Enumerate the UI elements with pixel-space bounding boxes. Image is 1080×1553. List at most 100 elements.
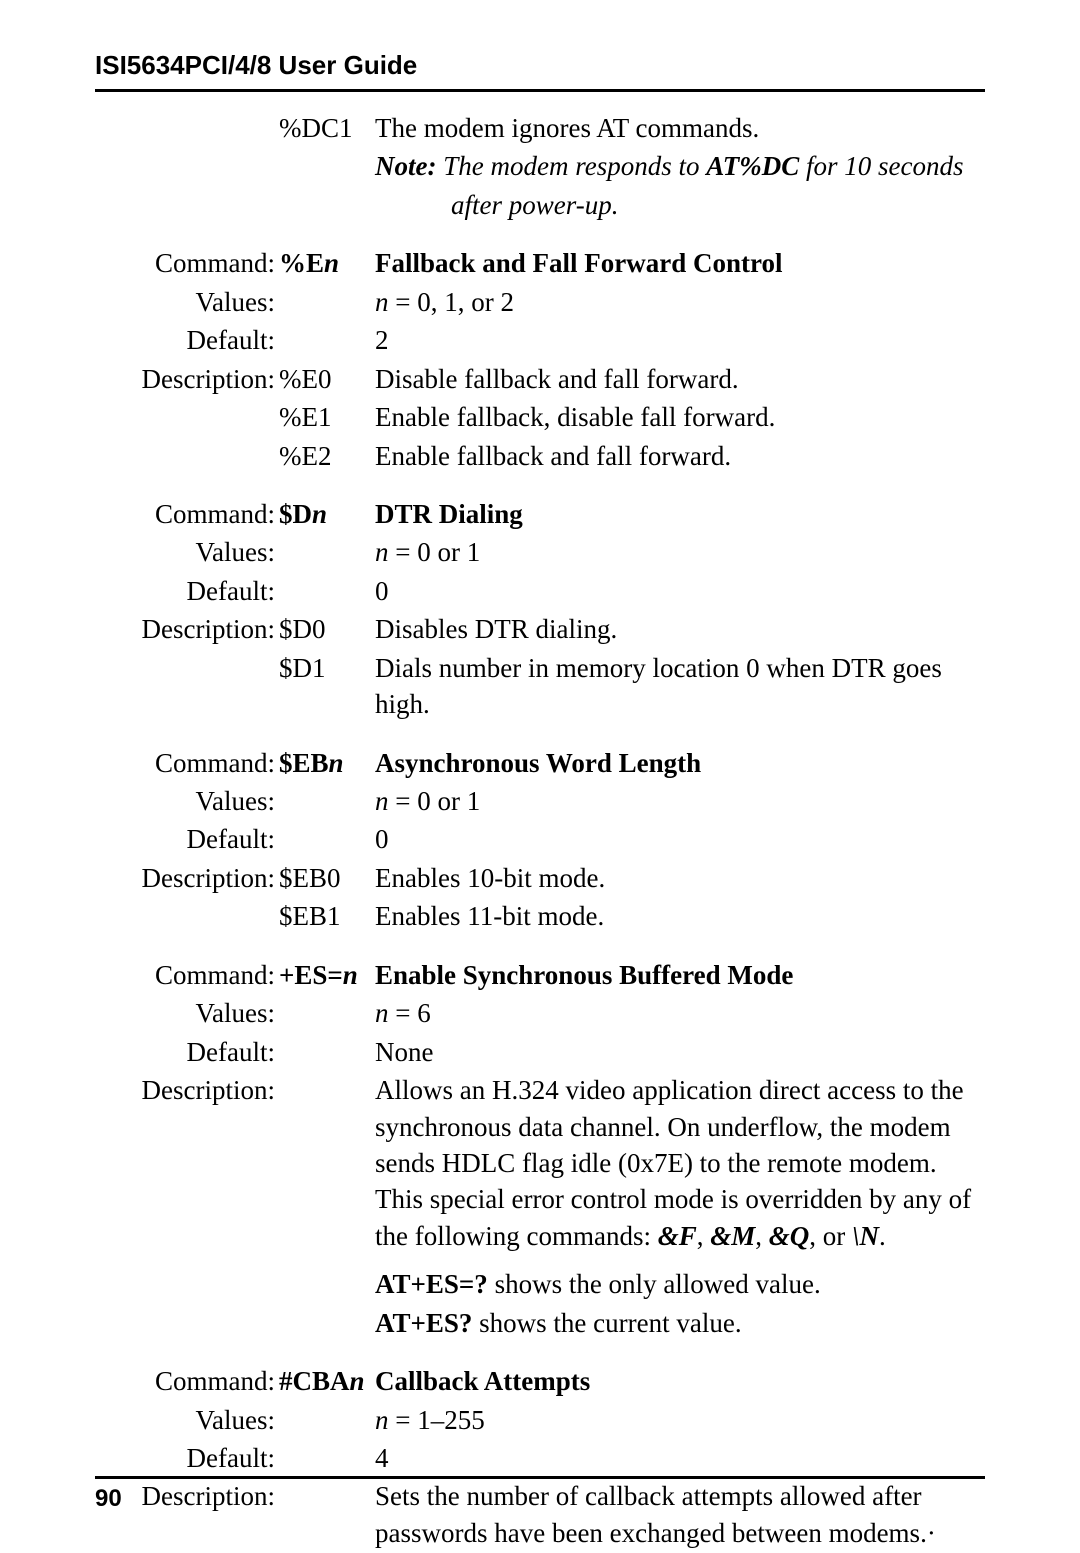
row-label [95, 110, 275, 146]
row-label: Default: [95, 1034, 275, 1070]
content-row: AT+ES=? shows the only allowed value. [95, 1266, 985, 1302]
command-code: +ES= [279, 960, 343, 990]
row-label: Default: [95, 821, 275, 857]
page-number: 90 [95, 1485, 985, 1513]
text-fragment: n [375, 287, 389, 317]
row-code [275, 1440, 375, 1476]
row-description: Disables DTR dialing. [375, 611, 985, 647]
row-description: 2 [375, 322, 985, 358]
command-code: $D [279, 499, 312, 529]
row-description: Callback Attempts [375, 1363, 985, 1399]
row-description: n = 0, 1, or 2 [375, 284, 985, 320]
command-code: $D1 [279, 653, 326, 683]
row-code [275, 995, 375, 1031]
row-description: n = 1–255 [375, 1402, 985, 1438]
row-label [95, 1305, 275, 1341]
command-section: Command: $Dn DTR Dialing Values: n = 0 o… [95, 496, 985, 723]
row-description: Allows an H.324 video application direct… [375, 1072, 985, 1254]
header-title: ISI5634PCI/4/8 User Guide [95, 50, 985, 81]
row-description: 4 [375, 1440, 985, 1476]
text-fragment: DTR Dialing [375, 499, 523, 529]
page-content: %DC1 The modem ignores AT commands. Note… [95, 110, 985, 1551]
text-fragment: = 6 [389, 998, 431, 1028]
content-row: Note: The modem responds to AT%DC for 10… [95, 148, 985, 184]
row-code [275, 1402, 375, 1438]
content-row: Description: $EB0 Enables 10-bit mode. [95, 860, 985, 896]
command-section: Command: $EBn Asynchronous Word Length V… [95, 745, 985, 935]
row-label [95, 438, 275, 474]
command-code: %E1 [279, 402, 331, 432]
text-fragment: = 1–255 [389, 1405, 485, 1435]
command-code: $D0 [279, 614, 326, 644]
command-section: Command: +ES=n Enable Synchronous Buffer… [95, 957, 985, 1341]
text-fragment: after power-up. [451, 190, 618, 220]
text-fragment: shows the current value. [472, 1308, 741, 1338]
text-fragment: Enables 10-bit mode. [375, 863, 605, 893]
text-fragment: , [697, 1221, 711, 1251]
content-row: Description: $D0 Disables DTR dialing. [95, 611, 985, 647]
row-label: Values: [95, 995, 275, 1031]
content-row: $EB1 Enables 11-bit mode. [95, 898, 985, 934]
row-label: Values: [95, 284, 275, 320]
command-code: %E2 [279, 441, 331, 471]
command-code: $EB0 [279, 863, 341, 893]
text-fragment: AT%DC [706, 151, 799, 181]
row-description: n = 0 or 1 [375, 534, 985, 570]
content-row: Default: None [95, 1034, 985, 1070]
row-code [275, 534, 375, 570]
row-code: %E1 [275, 399, 375, 435]
command-param: n [329, 748, 344, 778]
row-code [275, 783, 375, 819]
row-description: Disable fallback and fall forward. [375, 361, 985, 397]
command-code: %E [279, 248, 324, 278]
text-fragment: . [879, 1221, 886, 1251]
content-row: AT+ES? shows the current value. [95, 1305, 985, 1341]
row-description: AT+ES=? shows the only allowed value. [375, 1266, 985, 1302]
row-label [95, 187, 275, 223]
row-description: Dials number in memory location 0 when D… [375, 650, 985, 723]
row-label: Command: [95, 1363, 275, 1399]
row-code: $EB0 [275, 860, 375, 896]
text-fragment: The modem responds to [436, 151, 706, 181]
content-row: Command: #CBAn Callback Attempts [95, 1363, 985, 1399]
text-fragment: for 10 seconds [799, 151, 963, 181]
row-description: Enables 11-bit mode. [375, 898, 985, 934]
row-label [95, 898, 275, 934]
text-fragment: = 0 or 1 [389, 786, 481, 816]
row-code [275, 322, 375, 358]
row-description: n = 6 [375, 995, 985, 1031]
row-description: AT+ES? shows the current value. [375, 1305, 985, 1341]
row-code [275, 573, 375, 609]
content-row: Default: 0 [95, 821, 985, 857]
content-row: Default: 0 [95, 573, 985, 609]
row-code: $Dn [275, 496, 375, 532]
text-fragment: n [375, 537, 389, 567]
row-code: $D0 [275, 611, 375, 647]
content-row: $D1 Dials number in memory location 0 wh… [95, 650, 985, 723]
row-code [275, 1305, 375, 1341]
content-row: Default: 4 [95, 1440, 985, 1476]
text-fragment: n [375, 998, 389, 1028]
row-description: Fallback and Fall Forward Control [375, 245, 985, 281]
row-label: Description: [95, 361, 275, 397]
row-code: %DC1 [275, 110, 375, 146]
text-fragment: Callback Attempts [375, 1366, 590, 1396]
content-row: %DC1 The modem ignores AT commands. [95, 110, 985, 146]
row-description: Note: The modem responds to AT%DC for 10… [375, 148, 985, 184]
text-fragment: &F [658, 1221, 697, 1251]
text-fragment: Enable fallback, disable fall forward. [375, 402, 775, 432]
row-description: Asynchronous Word Length [375, 745, 985, 781]
row-label: Description: [95, 1072, 275, 1254]
text-fragment: 2 [375, 325, 389, 355]
row-code: %E2 [275, 438, 375, 474]
text-fragment: n [375, 1405, 389, 1435]
row-label: Command: [95, 496, 275, 532]
content-row: after power-up. [95, 187, 985, 223]
text-fragment: None [375, 1037, 433, 1067]
row-code: %E0 [275, 361, 375, 397]
text-fragment: Disable fallback and fall forward. [375, 364, 739, 394]
content-row: Command: $EBn Asynchronous Word Length [95, 745, 985, 781]
row-code [275, 821, 375, 857]
command-code: %DC1 [279, 113, 353, 143]
text-fragment: 4 [375, 1443, 389, 1473]
